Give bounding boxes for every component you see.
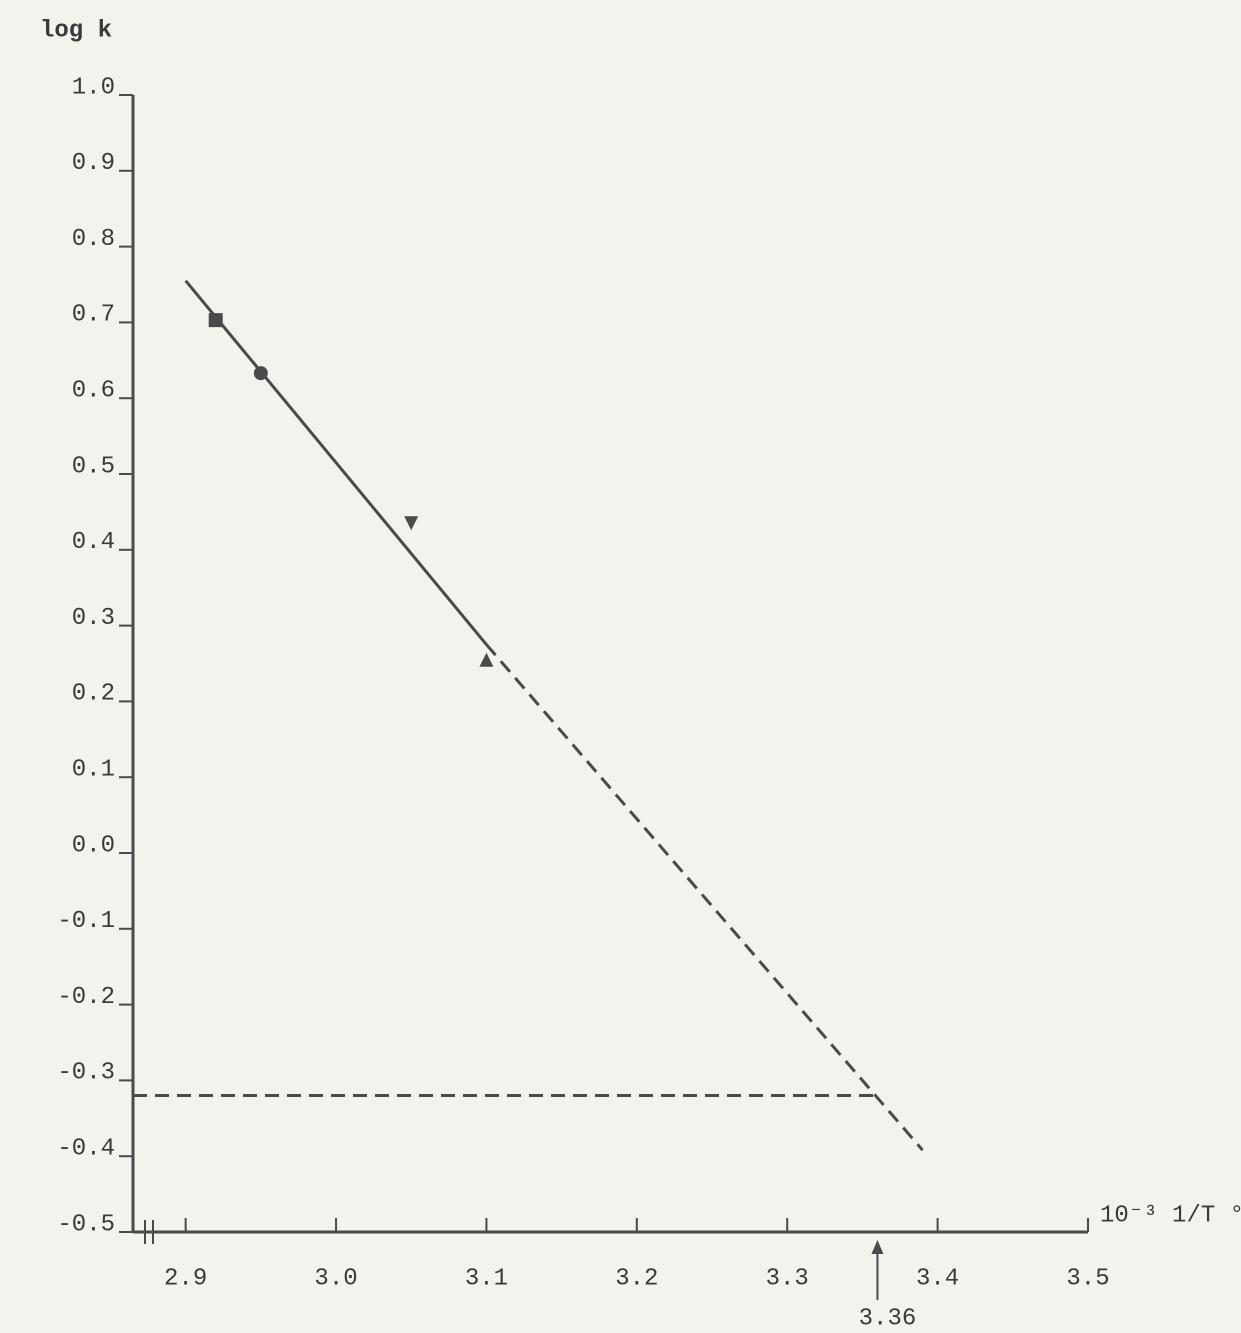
x-axis-title: 10⁻³ 1/T °K <box>1100 1202 1241 1229</box>
y-tick-label: -0.4 <box>57 1136 115 1163</box>
y-tick-label: -0.2 <box>57 984 115 1011</box>
fit-line <box>184 279 488 646</box>
y-tick-label: -0.5 <box>57 1211 115 1238</box>
y-tick-label: 0.0 <box>72 832 115 859</box>
y-tick-label: 0.7 <box>72 302 115 329</box>
x-tick-label: 3.1 <box>465 1265 508 1292</box>
y-tick-label: 0.9 <box>72 150 115 177</box>
fit-line <box>485 643 924 1152</box>
y-tick-label: 0.2 <box>72 681 115 708</box>
y-tick-label: 0.4 <box>72 529 115 556</box>
x-tick-label: 3.2 <box>615 1265 658 1292</box>
y-tick-label: 0.1 <box>72 757 115 784</box>
y-axis-title: log k <box>40 17 112 44</box>
y-tick-label: 0.5 <box>72 453 115 480</box>
annotation-label: 3.36 <box>859 1305 917 1332</box>
y-tick-label: 0.6 <box>72 378 115 405</box>
arrow-head <box>871 1240 884 1254</box>
y-tick-label: -0.3 <box>57 1060 115 1087</box>
y-tick-label: 1.0 <box>72 74 115 101</box>
point <box>253 366 268 381</box>
point <box>404 516 419 531</box>
x-tick-label: 3.5 <box>1066 1265 1109 1292</box>
x-tick-label: 2.9 <box>164 1265 207 1292</box>
x-tick-label: 3.0 <box>314 1265 357 1292</box>
x-tick-label: 3.4 <box>916 1265 959 1292</box>
point <box>479 652 494 667</box>
y-tick-label: -0.1 <box>57 908 115 935</box>
y-tick-label: 0.3 <box>72 605 115 632</box>
point <box>208 313 223 328</box>
y-tick-label: 0.8 <box>72 226 115 253</box>
x-tick-label: 3.3 <box>766 1265 809 1292</box>
